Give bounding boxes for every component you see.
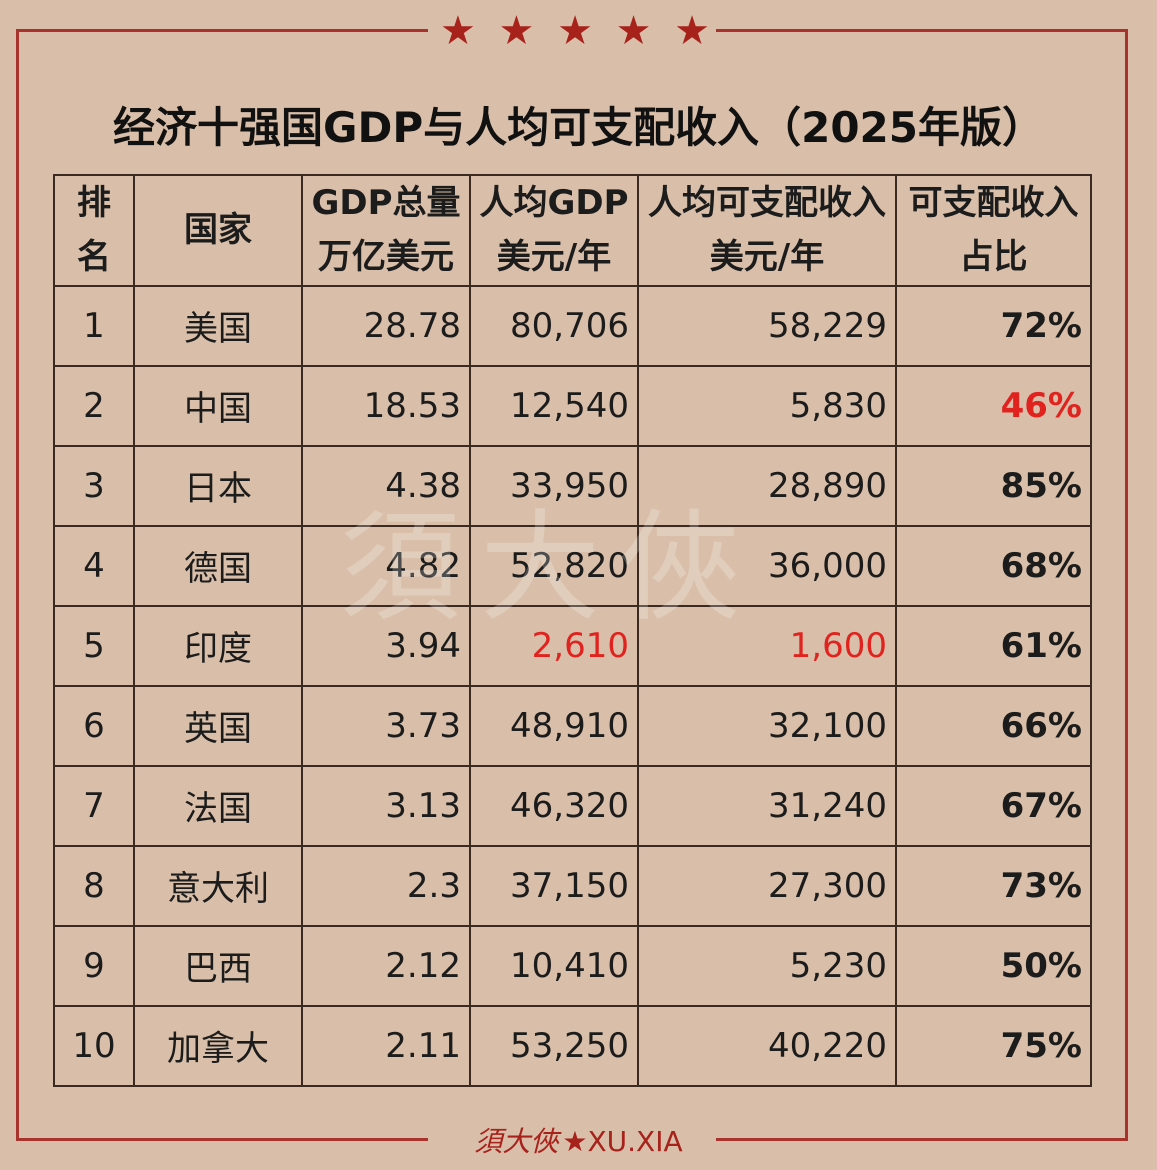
cell-country: 巴西 [133,924,303,1007]
cell-country: 英国 [133,684,303,767]
star-icon: ★ [440,8,476,54]
footer-signature: 須大俠 ★XU.XIA [0,1120,1157,1160]
table-header-row: 排名 国家 GDP总量 万亿美元 人均GDP 美元/年 人均可支配收入 美元/年 可支… [53,174,1092,287]
cell-country: 意大利 [133,844,303,927]
cell-ratio: 75% [895,1004,1092,1087]
cell-gdp-per-capita: 46,320 [469,764,639,847]
table-row: 7 法国 3.13 46,320 31,240 67% [53,764,1092,847]
star-icon: ★ [615,8,652,54]
top-stars: ★ ★ ★ ★ ★ [440,6,710,56]
cell-country: 日本 [133,444,303,527]
cell-country: 加拿大 [133,1004,303,1087]
cell-gdp-per-capita: 12,540 [469,364,639,447]
cell-disposable-income: 36,000 [637,524,897,607]
cell-rank: 1 [53,284,135,367]
table-row: 1 美国 28.78 80,706 58,229 72% [53,284,1092,367]
cell-gdp-per-capita: 10,410 [469,924,639,1007]
table-row: 6 英国 3.73 48,910 32,100 66% [53,684,1092,767]
footer-star-icon: ★ [562,1125,588,1158]
table-row: 2 中国 18.53 12,540 5,830 46% [53,364,1092,447]
header-gdp: GDP总量 万亿美元 [301,174,471,287]
cell-ratio: 73% [895,844,1092,927]
page-title: 经济十强国GDP与人均可支配收入（2025年版） [112,103,1044,152]
table-row: 3 日本 4.38 33,950 28,890 85% [53,444,1092,527]
cell-disposable-income: 5,830 [637,364,897,447]
cell-rank: 2 [53,364,135,447]
cell-gdp: 28.78 [301,284,471,367]
cell-ratio: 61% [895,604,1092,687]
footer-signature-name: 須大俠 [474,1125,559,1158]
cell-gdp-per-capita: 80,706 [469,284,639,367]
cell-rank: 3 [53,444,135,527]
cell-ratio-highlight: 46% [895,364,1092,447]
star-icon: ★ [498,8,535,54]
cell-disposable-income: 31,240 [637,764,897,847]
table-row: 5 印度 3.94 2,610 1,600 61% [53,604,1092,687]
cell-country: 德国 [133,524,303,607]
cell-rank: 8 [53,844,135,927]
cell-gdp-per-capita: 53,250 [469,1004,639,1087]
cell-disposable-income: 28,890 [637,444,897,527]
cell-gdp: 3.94 [301,604,471,687]
cell-gdp: 2.3 [301,844,471,927]
cell-disposable-income: 27,300 [637,844,897,927]
header-country: 国家 [133,174,303,287]
frame-top-right-line [716,29,1128,32]
cell-ratio: 72% [895,284,1092,367]
cell-ratio: 66% [895,684,1092,767]
table-row: 9 巴西 2.12 10,410 5,230 50% [53,924,1092,1007]
cell-rank: 4 [53,524,135,607]
cell-country: 中国 [133,364,303,447]
cell-gdp-per-capita: 52,820 [469,524,639,607]
cell-rank: 6 [53,684,135,767]
frame-right-line [1125,29,1128,1141]
cell-gdp: 4.82 [301,524,471,607]
cell-rank: 10 [53,1004,135,1087]
cell-rank: 7 [53,764,135,847]
table-row: 10 加拿大 2.11 53,250 40,220 75% [53,1004,1092,1087]
cell-rank: 9 [53,924,135,1007]
header-gdp-per-capita: 人均GDP 美元/年 [469,174,639,287]
cell-country: 美国 [133,284,303,367]
cell-country: 法国 [133,764,303,847]
header-ratio: 可支配收入 占比 [895,174,1092,287]
cell-disposable-income: 5,230 [637,924,897,1007]
star-icon: ★ [557,8,593,54]
footer-brand-text: XU.XIA [587,1125,683,1158]
cell-gdp-per-capita: 33,950 [469,444,639,527]
cell-disposable-income-highlight: 1,600 [637,604,897,687]
frame-bottom-left-line [16,1138,428,1141]
cell-gdp: 3.13 [301,764,471,847]
cell-ratio: 67% [895,764,1092,847]
cell-disposable-income: 32,100 [637,684,897,767]
cell-gdp: 2.11 [301,1004,471,1087]
cell-ratio: 85% [895,444,1092,527]
cell-gdp: 4.38 [301,444,471,527]
cell-gdp: 18.53 [301,364,471,447]
cell-ratio: 68% [895,524,1092,607]
header-disposable-income: 人均可支配收入 美元/年 [637,174,897,287]
cell-gdp: 2.12 [301,924,471,1007]
cell-gdp: 3.73 [301,684,471,767]
frame-bottom-right-line [716,1138,1128,1141]
cell-gdp-per-capita: 37,150 [469,844,639,927]
table-row: 4 德国 4.82 52,820 36,000 68% [53,524,1092,607]
cell-country: 印度 [133,604,303,687]
cell-disposable-income: 40,220 [637,1004,897,1087]
gdp-income-table: 排名 国家 GDP总量 万亿美元 人均GDP 美元/年 人均可支配收入 美元/年 可支… [53,174,1092,1087]
table-row: 8 意大利 2.3 37,150 27,300 73% [53,844,1092,927]
cell-gdp-per-capita-highlight: 2,610 [469,604,639,687]
cell-gdp-per-capita: 48,910 [469,684,639,767]
cell-rank: 5 [53,604,135,687]
cell-ratio: 50% [895,924,1092,1007]
star-icon: ★ [674,8,710,54]
frame-top-left-line [16,29,428,32]
frame-left-line [16,29,19,1141]
cell-disposable-income: 58,229 [637,284,897,367]
header-rank: 排名 [53,174,135,287]
